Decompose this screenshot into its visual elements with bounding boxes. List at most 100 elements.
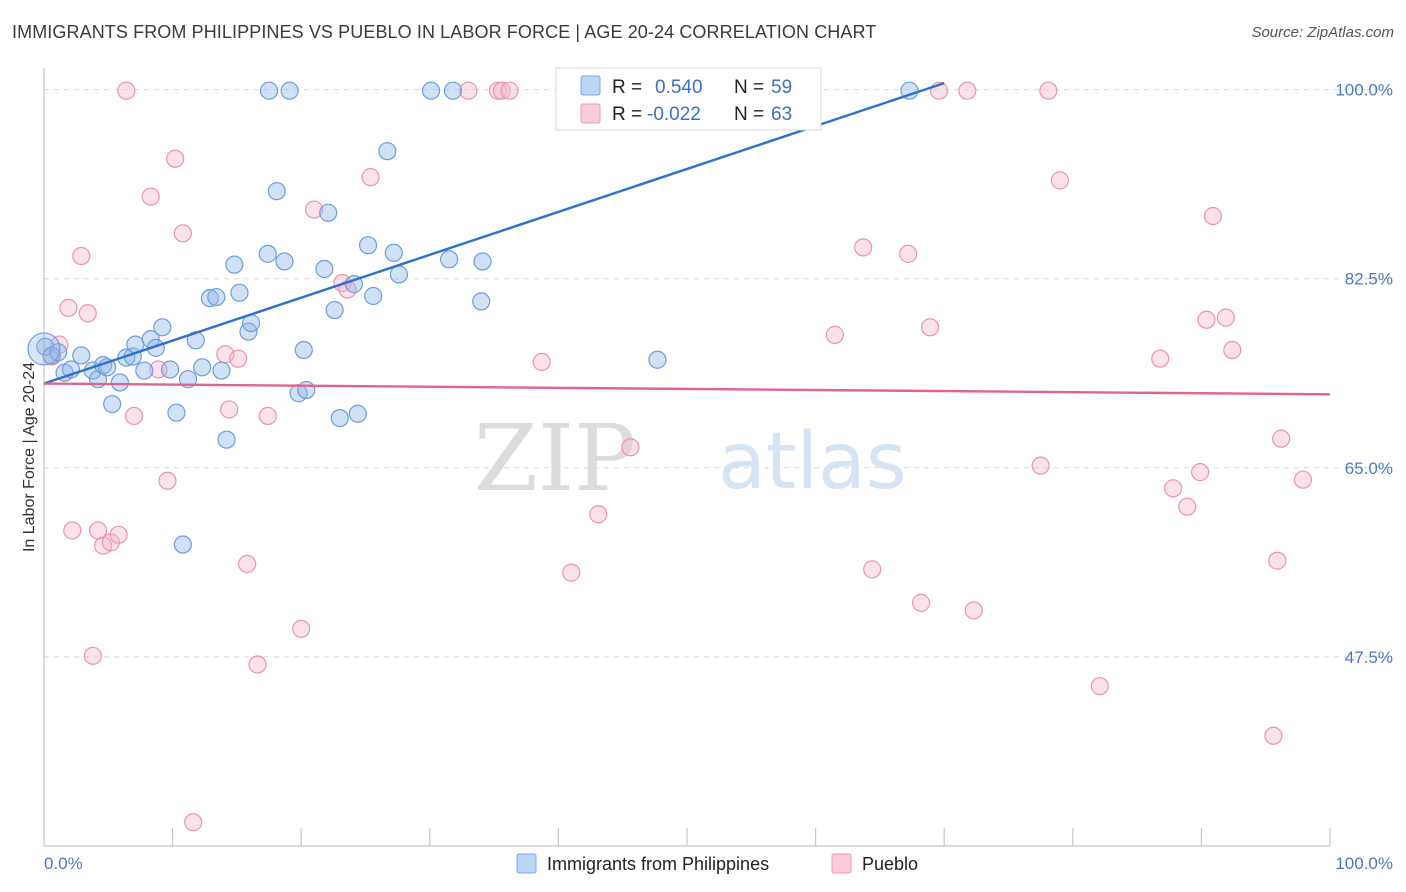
y-tick-label: 47.5% bbox=[1345, 648, 1393, 667]
philippines-point bbox=[315, 259, 334, 279]
y-axis-label: In Labor Force | Age 20-24 bbox=[21, 362, 38, 552]
bottom-legend-swatch-blue bbox=[516, 853, 537, 874]
pueblo-point bbox=[911, 593, 931, 612]
pueblo-point bbox=[117, 81, 136, 100]
pueblo-point bbox=[958, 81, 977, 100]
philippines-point bbox=[160, 360, 180, 379]
pueblo-point bbox=[500, 81, 519, 100]
philippines-point bbox=[135, 361, 154, 380]
philippines-point bbox=[230, 283, 249, 302]
legend-r-label-1: R = bbox=[612, 77, 642, 98]
y-tick-label: 65.0% bbox=[1345, 459, 1393, 478]
pueblo-point bbox=[220, 400, 239, 419]
pueblo-point bbox=[532, 352, 551, 372]
pueblo-point bbox=[292, 619, 311, 638]
legend-r-label-2: R = bbox=[612, 104, 642, 125]
legend-box: R = 0.540 N = 59 R = -0.022 N = 63 bbox=[555, 67, 822, 131]
legend-n-label-2: N = bbox=[734, 104, 764, 125]
pueblo-point bbox=[863, 560, 882, 579]
x-tick-label-max: 100.0% bbox=[1335, 854, 1393, 873]
y-tick-label: 82.5% bbox=[1345, 270, 1393, 289]
pueblo-point bbox=[1039, 81, 1058, 100]
philippines-point bbox=[421, 81, 441, 100]
philippines-point bbox=[364, 286, 383, 306]
pueblo-point bbox=[589, 505, 608, 524]
chart-title: IMMIGRANTS FROM PHILIPPINES VS PUEBLO IN… bbox=[12, 22, 877, 42]
pueblo-point bbox=[1191, 463, 1210, 482]
philippines-point bbox=[167, 403, 186, 422]
pueblo-point bbox=[59, 298, 78, 317]
legend-n-value-2: 63 bbox=[771, 104, 792, 125]
pueblo-point bbox=[78, 304, 97, 323]
pueblo-point bbox=[258, 406, 277, 426]
pueblo-point bbox=[109, 525, 128, 544]
philippines-point bbox=[200, 289, 219, 308]
philippines-point bbox=[472, 292, 491, 311]
pueblo-point bbox=[1264, 726, 1283, 745]
legend-n-value-1: 59 bbox=[771, 77, 792, 98]
legend-swatch-pink bbox=[580, 103, 601, 124]
philippines-point bbox=[212, 361, 231, 380]
philippines-point bbox=[72, 346, 91, 365]
pueblo-point bbox=[1197, 310, 1216, 329]
y-tick-label: 100.0% bbox=[1335, 81, 1393, 100]
pueblo-point bbox=[964, 601, 983, 620]
bottom-legend: Immigrants from Philippines Pueblo bbox=[516, 853, 918, 874]
philippines-point bbox=[330, 409, 349, 428]
trend-lines bbox=[43, 81, 1331, 396]
x-tick-label-min: 0.0% bbox=[44, 854, 83, 873]
pueblo-point bbox=[825, 325, 844, 344]
pueblo-point bbox=[920, 318, 940, 337]
pueblo-point bbox=[1272, 429, 1291, 448]
philippines-point bbox=[207, 287, 226, 307]
philippines-point bbox=[473, 252, 492, 271]
philippines-point bbox=[275, 252, 294, 271]
pueblo-point bbox=[304, 200, 324, 219]
pueblo-point bbox=[621, 438, 640, 457]
philippines-trend-line bbox=[43, 81, 945, 385]
philippines-point bbox=[319, 203, 338, 222]
legend-r-value-1: 0.540 bbox=[655, 77, 703, 98]
pueblo-point bbox=[492, 81, 511, 100]
philippines-point bbox=[258, 244, 277, 263]
pueblo-point bbox=[63, 521, 82, 540]
pueblo-point bbox=[173, 224, 192, 243]
philippines-point bbox=[49, 343, 68, 362]
pueblo-point bbox=[1031, 456, 1050, 475]
pueblo-point bbox=[1223, 340, 1242, 360]
axes bbox=[43, 68, 1330, 847]
pueblo-point bbox=[1268, 551, 1287, 570]
pueblo-points bbox=[42, 81, 1313, 832]
pueblo-point bbox=[72, 246, 91, 266]
pueblo-point bbox=[854, 238, 873, 257]
pueblo-point bbox=[248, 655, 267, 674]
philippines-point bbox=[103, 394, 122, 414]
legend-swatch-blue bbox=[580, 75, 601, 96]
legend-r-value-2: -0.022 bbox=[647, 104, 701, 125]
pueblo-point bbox=[1178, 497, 1197, 516]
philippines-point bbox=[110, 373, 129, 392]
pueblo-point bbox=[101, 533, 120, 552]
pueblo-point bbox=[229, 349, 248, 368]
pueblo-point bbox=[238, 554, 257, 574]
pueblo-point bbox=[1050, 171, 1070, 190]
philippines-point bbox=[325, 300, 344, 320]
philippines-point bbox=[378, 142, 397, 161]
pueblo-point bbox=[158, 471, 177, 490]
pueblo-point bbox=[459, 81, 478, 100]
pueblo-point bbox=[1151, 349, 1170, 368]
legend-n-label-1: N = bbox=[734, 77, 764, 98]
philippines-point bbox=[297, 380, 316, 400]
philippines-point bbox=[217, 430, 236, 449]
watermark-atlas: atlas bbox=[718, 417, 907, 507]
pueblo-point bbox=[361, 168, 380, 187]
philippines-point bbox=[259, 81, 279, 100]
watermark: ZIP atlas bbox=[474, 405, 907, 512]
philippines-point bbox=[294, 340, 313, 360]
philippines-point bbox=[358, 236, 378, 255]
pueblo-point bbox=[1203, 206, 1223, 226]
bottom-legend-label-pueblo: Pueblo bbox=[862, 854, 918, 874]
philippines-point bbox=[389, 265, 409, 284]
watermark-zip: ZIP bbox=[474, 405, 636, 512]
